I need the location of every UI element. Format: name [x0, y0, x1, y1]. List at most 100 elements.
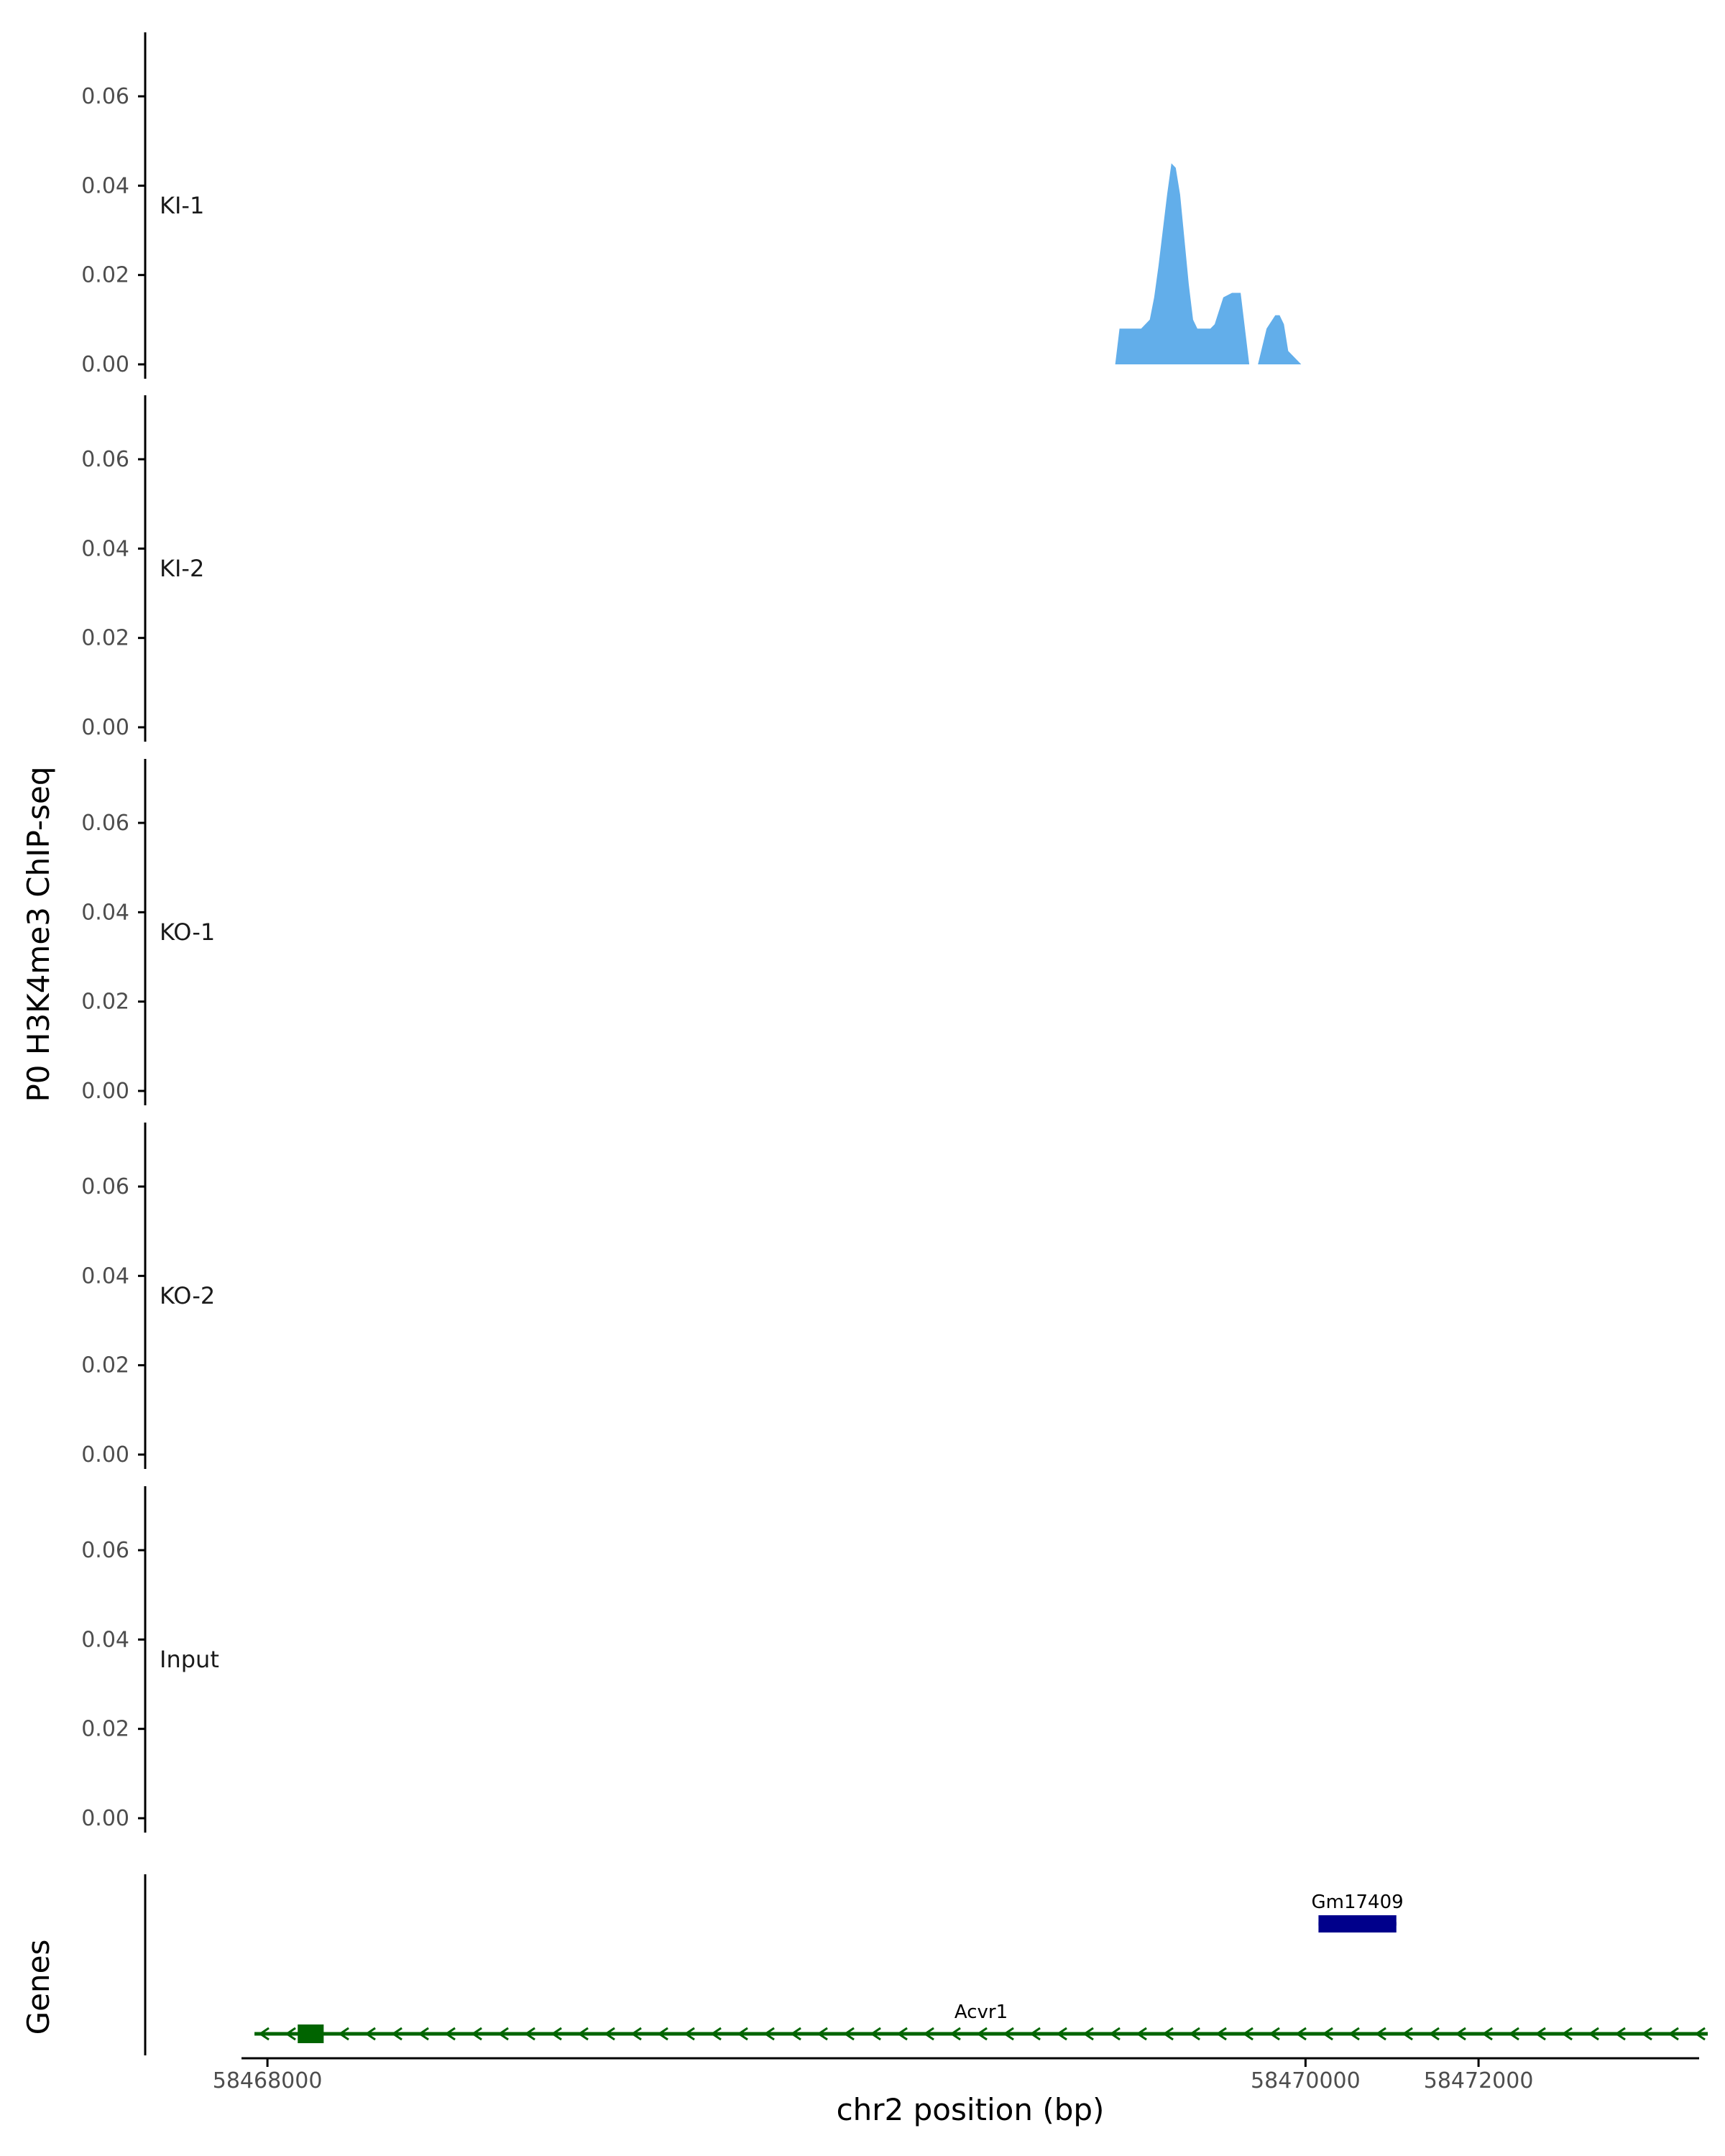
y-tick-label: 0.04 [81, 1263, 129, 1289]
y-tick-label: 0.04 [81, 1627, 129, 1652]
strand-arrow [1614, 2027, 1626, 2041]
strand-arrow [1694, 2027, 1706, 2041]
strand-arrow [551, 2027, 562, 2041]
strand-arrow [1029, 2027, 1041, 2041]
strand-arrow [1136, 2027, 1147, 2041]
strand-arrow [1428, 2027, 1440, 2041]
track-ki-2: 0.00 0.02 0.04 0.06 KI-2 [81, 395, 204, 742]
y-tick-label: 0.02 [81, 626, 129, 651]
y-tick-label: 0.06 [81, 447, 129, 472]
y-axis-title: P0 H3K4me3 ChIP-seq [21, 766, 56, 1102]
strand-arrow [710, 2027, 722, 2041]
gene-exon [1318, 1915, 1397, 1932]
strand-arrow [311, 2027, 323, 2041]
strand-arrow [1109, 2027, 1121, 2041]
strand-arrow [1348, 2027, 1360, 2041]
strand-arrow [870, 2027, 881, 2041]
strand-arrow [444, 2027, 456, 2041]
y-tick-label: 0.06 [81, 811, 129, 836]
strand-arrow [976, 2027, 988, 2041]
strand-arrow [1082, 2027, 1094, 2041]
gene-label: Gm17409 [1311, 1892, 1403, 1913]
y-tick-label: 0.06 [81, 1538, 129, 1563]
strand-arrow [1215, 2027, 1227, 2041]
strand-arrow [364, 2027, 376, 2041]
x-axis-title: chr2 position (bp) [837, 2092, 1105, 2127]
x-tick-label: 58470000 [1251, 2068, 1361, 2093]
x-tick-label: 58468000 [213, 2068, 323, 2093]
strand-arrow [1455, 2027, 1466, 2041]
y-tick-label: 0.04 [81, 900, 129, 925]
strand-arrow [524, 2027, 535, 2041]
y-tick-label: 0.00 [81, 1442, 129, 1468]
strand-arrow [471, 2027, 482, 2041]
strand-arrow [1402, 2027, 1413, 2041]
strand-arrow [1269, 2027, 1280, 2041]
genes-axis-title: Genes [21, 1940, 56, 2035]
strand-arrow [1056, 2027, 1067, 2041]
strand-arrow [923, 2027, 934, 2041]
strand-arrow [816, 2027, 828, 2041]
strand-arrow [1295, 2027, 1307, 2041]
signal-area-ki-1 [1115, 163, 1617, 365]
y-tick-label: 0.04 [81, 536, 129, 561]
y-tick-label: 0.02 [81, 1353, 129, 1378]
gene-acvr1: Acvr1 [254, 2001, 1708, 2043]
y-tick-label: 0.06 [81, 84, 129, 109]
track-label-ko-2: KO-2 [160, 1282, 215, 1309]
strand-arrow [1003, 2027, 1014, 2041]
y-tick-label: 0.04 [81, 173, 129, 198]
strand-arrow [285, 2027, 296, 2041]
strand-arrow [258, 2027, 270, 2041]
strand-arrow [1641, 2027, 1652, 2041]
track-ko-1: 0.00 0.02 0.04 0.06 KO-1 [81, 759, 215, 1105]
strand-arrow [790, 2027, 801, 2041]
strand-arrow [630, 2027, 642, 2041]
x-axis: 58468000 58470000 58472000 [213, 2057, 1699, 2093]
track-label-ki-1: KI-1 [160, 192, 204, 219]
strand-arrow [737, 2027, 748, 2041]
strand-arrow [896, 2027, 908, 2041]
strand-arrow [1561, 2027, 1573, 2041]
y-tick-label: 0.02 [81, 263, 129, 288]
x-tick-label: 58472000 [1424, 2068, 1534, 2093]
y-tick-label: 0.00 [81, 1806, 129, 1831]
strand-arrow [604, 2027, 615, 2041]
strand-arrow [338, 2027, 349, 2041]
y-tick-label: 0.00 [81, 715, 129, 740]
strand-arrow [1322, 2027, 1333, 2041]
y-tick-label: 0.00 [81, 352, 129, 377]
track-label-ko-1: KO-1 [160, 918, 215, 946]
track-ki-1: 0.00 0.02 0.04 0.06 KI-1 [81, 32, 1617, 379]
y-tick-label: 0.02 [81, 1717, 129, 1742]
strand-arrow [949, 2027, 961, 2041]
strand-arrow [1481, 2027, 1493, 2041]
track-input: 0.00 0.02 0.04 0.06 Input [81, 1486, 219, 1833]
y-tick-label: 0.02 [81, 990, 129, 1015]
strand-arrow [684, 2027, 695, 2041]
strand-arrow [657, 2027, 668, 2041]
strand-arrow [1375, 2027, 1386, 2041]
track-ko-2: 0.00 0.02 0.04 0.06 KO-2 [81, 1123, 215, 1469]
gene-exon [298, 2024, 324, 2043]
strand-arrow [1162, 2027, 1174, 2041]
strand-arrow [418, 2027, 429, 2041]
strand-arrow [1668, 2027, 1679, 2041]
strand-arrow [1189, 2027, 1200, 2041]
y-tick-label: 0.06 [81, 1174, 129, 1199]
strand-arrow [843, 2027, 855, 2041]
strand-arrow [763, 2027, 775, 2041]
y-tick-label: 0.00 [81, 1079, 129, 1104]
strand-arrow [1588, 2027, 1599, 2041]
gene-gm17409: Gm17409 [1311, 1892, 1404, 1932]
strand-arrow [1508, 2027, 1519, 2041]
strand-arrow [577, 2027, 589, 2041]
track-label-input: Input [160, 1646, 219, 1673]
strand-arrow [497, 2027, 509, 2041]
strand-arrow [1242, 2027, 1254, 2041]
gene-label: Acvr1 [954, 2001, 1008, 2023]
strand-arrow [391, 2027, 402, 2041]
strand-arrow [1535, 2027, 1546, 2041]
genes-panel: Gm17409 Acvr1 [144, 1874, 1708, 2055]
